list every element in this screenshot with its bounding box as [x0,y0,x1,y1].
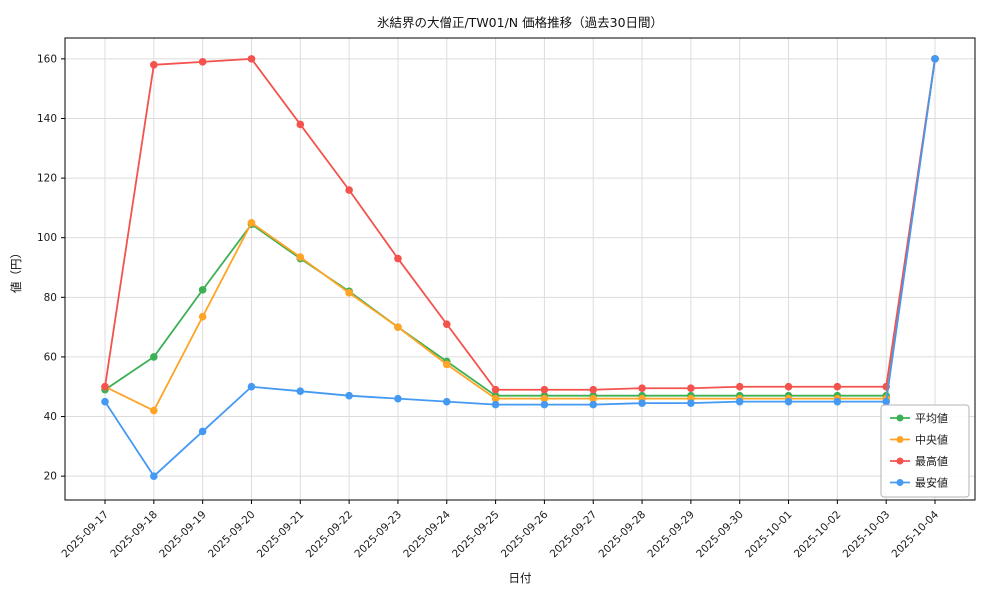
y-tick-label: 80 [44,292,57,304]
legend-entry-label: 最高値 [915,454,948,468]
y-tick-label: 20 [44,471,57,483]
series-marker [101,382,109,391]
legend-entry-label: 最安値 [915,475,948,489]
series-marker [247,55,256,63]
series-marker [491,385,500,394]
series-marker [442,360,451,369]
series-marker [345,391,353,400]
series-marker [198,312,207,321]
y-tick-label: 160 [37,53,57,65]
series-marker [589,400,598,409]
series-marker [540,400,549,409]
series-marker [735,397,744,406]
series-marker [150,61,158,69]
series-marker [345,186,353,194]
plot-border [64,37,976,501]
series-marker [491,394,500,403]
series-marker [540,394,549,403]
series-marker [394,254,402,263]
series-line [104,57,936,397]
series-marker [296,253,305,261]
y-tick-label: 100 [37,232,57,244]
y-tick-label: 140 [37,113,57,125]
series-marker [491,400,500,409]
legend-marker-sample [896,436,904,443]
series-line [104,57,936,391]
series-marker [931,55,939,63]
series-marker [638,384,646,393]
y-tick-label: 120 [37,173,57,185]
series-line [104,57,936,412]
series-marker [198,286,207,294]
y-axis-label: 値（円） [9,247,23,293]
series-marker [589,385,598,394]
series-marker [833,397,842,406]
legend-marker-sample [896,457,904,465]
y-tick-label: 60 [44,351,57,363]
legend-box [880,404,970,498]
series-marker [687,399,695,407]
series-marker [198,58,207,66]
series-marker [638,399,646,407]
series-marker [296,120,305,129]
x-axis-label: 日付 [508,571,532,585]
legend-marker-sample [896,414,904,422]
series-marker [101,397,109,406]
y-tick-label: 40 [44,411,57,423]
series-marker [198,427,207,436]
series-marker [394,323,402,331]
series-marker [589,394,598,403]
series-marker [784,382,793,391]
series-marker [345,289,353,297]
chart-title: 氷結界の大僧正/TW01/N 価格推移（過去30日間） [376,15,664,30]
series-marker [833,382,842,391]
series-marker [247,382,256,391]
series-marker [882,397,890,406]
series-marker [150,472,158,480]
series-marker [150,406,158,415]
series-marker [442,397,451,406]
series-marker [784,397,793,406]
series-marker [150,353,158,361]
series-marker [687,384,695,393]
series-marker [394,394,402,403]
series-marker [296,387,305,396]
legend-marker-sample [896,479,904,486]
series-marker [540,385,549,394]
series-line [104,57,936,478]
series-marker [735,382,744,391]
legend-entry-label: 平均値 [915,412,948,425]
legend-entry-label: 中央値 [915,433,948,446]
series-marker [247,219,256,227]
series-marker [442,320,451,328]
